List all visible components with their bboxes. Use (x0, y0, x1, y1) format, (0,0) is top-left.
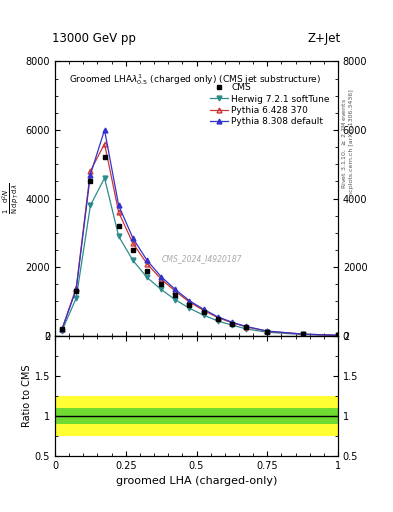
CMS (173, 291, 178, 297)
CMS (102, 154, 107, 160)
Text: mcplots.cern.ch [arXiv:1306.3436]: mcplots.cern.ch [arXiv:1306.3436] (349, 89, 354, 198)
Pythia 6.428 370 (60, 326, 64, 332)
CMS (88, 178, 93, 184)
Pythia 6.428 370 (116, 209, 121, 216)
Y-axis label: $\frac{1}{\mathrm{N}} \frac{\mathrm{d}^2N}{\mathrm{d}\,p_T\,\mathrm{d}\,\lambda}: $\frac{1}{\mathrm{N}} \frac{\mathrm{d}^2… (0, 183, 21, 215)
Y-axis label: Ratio to CMS: Ratio to CMS (22, 365, 32, 427)
Herwig 7.2.1 softTune (88, 202, 93, 208)
Pythia 6.428 370 (201, 307, 206, 313)
Pythia 8.308 default (230, 319, 234, 325)
Herwig 7.2.1 softTune (215, 318, 220, 324)
CMS (336, 332, 340, 338)
Pythia 8.308 default (102, 127, 107, 133)
Pythia 8.308 default (215, 314, 220, 320)
Herwig 7.2.1 softTune (300, 331, 305, 337)
Line: CMS: CMS (60, 155, 340, 338)
Herwig 7.2.1 softTune (102, 175, 107, 181)
Pythia 6.428 370 (102, 141, 107, 147)
Pythia 6.428 370 (145, 261, 149, 267)
Pythia 8.308 default (201, 306, 206, 312)
Pythia 8.308 default (244, 324, 248, 330)
Pythia 8.308 default (265, 328, 270, 334)
Text: CMS_2024_I4920187: CMS_2024_I4920187 (162, 254, 242, 263)
CMS (159, 281, 163, 287)
Pythia 6.428 370 (187, 299, 192, 305)
CMS (244, 325, 248, 331)
Herwig 7.2.1 softTune (116, 233, 121, 239)
Text: Rivet 3.1.10, $\geq$ 2.7M events: Rivet 3.1.10, $\geq$ 2.7M events (340, 98, 348, 189)
CMS (74, 288, 79, 294)
Herwig 7.2.1 softTune (130, 257, 135, 263)
Line: Pythia 8.308 default: Pythia 8.308 default (60, 127, 340, 338)
Pythia 8.308 default (88, 172, 93, 178)
Pythia 6.428 370 (88, 168, 93, 174)
CMS (60, 326, 64, 332)
Line: Pythia 6.428 370: Pythia 6.428 370 (60, 141, 340, 338)
Pythia 8.308 default (173, 286, 178, 292)
Herwig 7.2.1 softTune (201, 312, 206, 318)
Line: Herwig 7.2.1 softTune: Herwig 7.2.1 softTune (60, 176, 340, 338)
CMS (145, 267, 149, 273)
Herwig 7.2.1 softTune (173, 296, 178, 303)
Text: Groomed LHA$\lambda^{1}_{0.5}$ (charged only) (CMS jet substructure): Groomed LHA$\lambda^{1}_{0.5}$ (charged … (69, 72, 321, 88)
Pythia 6.428 370 (159, 276, 163, 282)
Herwig 7.2.1 softTune (159, 286, 163, 292)
Herwig 7.2.1 softTune (74, 295, 79, 301)
Pythia 6.428 370 (130, 240, 135, 246)
Pythia 8.308 default (145, 257, 149, 263)
Legend: CMS, Herwig 7.2.1 softTune, Pythia 6.428 370, Pythia 8.308 default: CMS, Herwig 7.2.1 softTune, Pythia 6.428… (206, 80, 334, 130)
Pythia 6.428 370 (244, 324, 248, 330)
Herwig 7.2.1 softTune (60, 328, 64, 334)
CMS (230, 321, 234, 327)
Herwig 7.2.1 softTune (145, 274, 149, 281)
Text: 13000 GeV pp: 13000 GeV pp (52, 32, 136, 45)
Pythia 6.428 370 (230, 319, 234, 326)
CMS (130, 247, 135, 253)
Pythia 8.308 default (60, 326, 64, 332)
Text: Z+Jet: Z+Jet (308, 32, 341, 45)
CMS (215, 316, 220, 322)
Herwig 7.2.1 softTune (230, 322, 234, 328)
Pythia 6.428 370 (336, 332, 340, 338)
Pythia 6.428 370 (265, 328, 270, 334)
X-axis label: groomed LHA (charged-only): groomed LHA (charged-only) (116, 476, 277, 486)
Pythia 8.308 default (187, 297, 192, 304)
CMS (187, 302, 192, 308)
Pythia 6.428 370 (300, 331, 305, 337)
Pythia 8.308 default (116, 202, 121, 208)
Pythia 6.428 370 (74, 285, 79, 291)
Pythia 6.428 370 (173, 288, 178, 294)
Pythia 8.308 default (159, 273, 163, 280)
Herwig 7.2.1 softTune (187, 305, 192, 311)
Pythia 8.308 default (130, 235, 135, 241)
Herwig 7.2.1 softTune (336, 332, 340, 338)
Pythia 6.428 370 (215, 314, 220, 321)
CMS (265, 329, 270, 335)
CMS (116, 223, 121, 229)
CMS (201, 309, 206, 315)
Pythia 8.308 default (336, 332, 340, 338)
Pythia 8.308 default (300, 331, 305, 337)
Pythia 8.308 default (74, 286, 79, 292)
Herwig 7.2.1 softTune (265, 329, 270, 335)
Herwig 7.2.1 softTune (244, 326, 248, 332)
CMS (300, 331, 305, 337)
